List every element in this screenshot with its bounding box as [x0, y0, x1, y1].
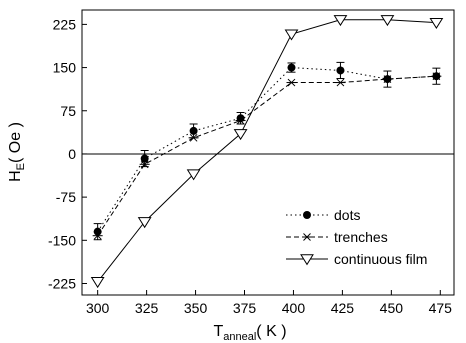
y-tick-label: -75 [56, 189, 76, 205]
x-tick-label: 300 [86, 300, 110, 316]
data-point [431, 72, 442, 81]
series-layer [90, 15, 444, 289]
data-point [284, 29, 299, 41]
x-tick-label: 425 [331, 300, 355, 316]
data-point [382, 75, 393, 83]
data-point [336, 66, 345, 75]
x-axis: 300 325 350 375 400 425 450 475 [86, 290, 452, 316]
series-line [97, 67, 437, 232]
y-tick-label: -225 [48, 275, 76, 291]
legend-marker [302, 233, 312, 241]
data-point [137, 217, 152, 229]
data-point [335, 78, 346, 87]
legend-marker [300, 254, 314, 266]
legend-marker [303, 211, 311, 219]
x-tick-label: 400 [282, 300, 306, 316]
x-tick-label: 450 [380, 300, 404, 316]
data-point [429, 17, 444, 30]
legend-label: continuous film [334, 251, 427, 267]
series-line [97, 19, 437, 283]
data-point [188, 133, 199, 142]
y-tick-label: 0 [68, 146, 76, 162]
data-point [92, 231, 103, 240]
y-tick-label: 75 [60, 103, 76, 119]
data-point [90, 277, 105, 289]
legend-item: dots [286, 207, 360, 223]
legend: dots trenches continuous film [286, 207, 427, 267]
data-point [189, 126, 198, 135]
y-tick-label: 150 [53, 60, 77, 76]
data-point [233, 129, 248, 141]
legend-label: dots [334, 207, 360, 223]
data-point [186, 169, 201, 181]
plot-frame [81, 9, 455, 296]
legend-label: trenches [334, 229, 388, 245]
y-tick-label: -150 [48, 232, 76, 248]
data-point [139, 160, 150, 169]
data-point [287, 63, 296, 72]
x-tick-label: 325 [135, 300, 159, 316]
series-continuous-film [90, 15, 444, 289]
x-tick-label: 350 [184, 300, 208, 316]
data-point [380, 15, 395, 27]
series-line [97, 75, 437, 236]
y-axis: -225 -150 -75 0 75 150 225 [48, 16, 87, 291]
series-dots [93, 61, 441, 241]
data-point [286, 78, 297, 87]
legend-item: trenches [286, 229, 388, 245]
y-axis-label: HE( Oe ) [7, 122, 27, 182]
series-trenches [92, 72, 442, 240]
y-tick-label: 225 [53, 16, 77, 32]
data-point [140, 154, 149, 163]
x-tick-label: 475 [429, 300, 453, 316]
legend-item: continuous film [286, 251, 427, 267]
data-point [235, 116, 246, 125]
x-tick-label: 375 [233, 300, 257, 316]
data-point [333, 15, 348, 27]
x-axis-label: Tanneal( K ) [213, 323, 286, 343]
